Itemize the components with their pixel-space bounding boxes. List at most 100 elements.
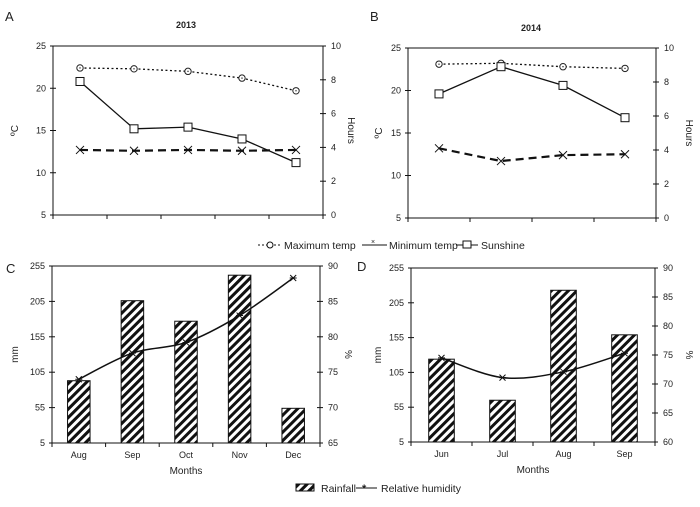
legend-top: Maximum temp × Minimum temp Sunshine [258, 239, 525, 252]
data-point [496, 156, 506, 166]
x-tick-label: Sep [616, 449, 632, 459]
y-tick-label: 155 [30, 332, 45, 342]
circle-marker-icon [266, 241, 274, 249]
bar-rainfall [428, 358, 455, 443]
y-tick-label: 25 [391, 43, 401, 53]
data-point [434, 143, 444, 153]
y2-tick-label: 70 [328, 403, 338, 413]
y-axis-label: mm [373, 347, 384, 364]
data-point [558, 150, 568, 160]
x-axis-label: Months [170, 466, 203, 477]
y-tick-label: 10 [391, 171, 401, 181]
y2-tick-label: 65 [663, 408, 673, 418]
panel-title: 2014 [521, 23, 541, 33]
series-maximum-temp [76, 64, 300, 95]
y-axis-label: ºC [10, 125, 21, 136]
y2-tick-label: 65 [328, 438, 338, 448]
panel-label: C [6, 261, 15, 276]
x-marker-icon: × [371, 239, 375, 246]
panel-b: B 2014 5 10 15 20 25 0 2 4 6 8 10 ºC Hours [370, 9, 694, 223]
y-tick-label: 55 [394, 402, 404, 412]
bar-rainfall [227, 274, 252, 444]
y2-axis-label: % [683, 351, 694, 360]
series-maximum-temp [435, 59, 629, 73]
data-point [620, 113, 630, 123]
y2-tick-label: 8 [664, 77, 669, 87]
legend-sunshine: Sunshine [481, 240, 525, 252]
y2-tick-label: 2 [664, 179, 669, 189]
bar-rainfall [489, 399, 516, 443]
data-point [558, 80, 568, 90]
y-tick-label: 5 [399, 437, 404, 447]
data-point [129, 124, 139, 134]
y2-tick-label: 85 [328, 296, 338, 306]
y-tick-label: 105 [389, 367, 404, 377]
data-point [620, 149, 630, 159]
data-point-humidity [75, 375, 83, 383]
y-tick-label: 5 [396, 213, 401, 223]
series-sunshine [75, 76, 301, 168]
hatch-swatch-icon [295, 483, 315, 492]
data-point-dot [79, 67, 81, 69]
series-line [438, 62, 626, 70]
series-minimum-temp [434, 143, 630, 166]
x-axis-label: Months [517, 465, 550, 476]
series-line [438, 147, 626, 163]
y-tick-label: 15 [36, 126, 46, 136]
y2-tick-label: 4 [664, 145, 669, 155]
x-tick-label: Jun [434, 449, 449, 459]
y2-tick-label: 8 [331, 75, 336, 85]
y-tick-label: 255 [30, 261, 45, 271]
x-tick-label: Oct [179, 450, 194, 460]
panel-label: A [5, 9, 14, 24]
y-tick-label: 205 [30, 296, 45, 306]
y-tick-label: 10 [36, 168, 46, 178]
data-point [291, 158, 301, 168]
data-point-dot [133, 68, 135, 70]
y-tick-label: 5 [41, 210, 46, 220]
y-tick-label: 20 [391, 86, 401, 96]
y-tick-label: 20 [36, 83, 46, 93]
data-point [183, 145, 193, 155]
legend-rainfall: Rainfall [321, 483, 356, 495]
series-line-humidity [441, 352, 625, 380]
square-marker-icon [462, 240, 472, 249]
y2-axis-label: Hours [683, 120, 694, 147]
panel-a: A 2013 5 10 15 20 25 0 2 4 6 8 10 ºC Hours [5, 9, 356, 220]
data-point-dot [295, 90, 297, 92]
data-point-dot [241, 77, 243, 79]
bar-rainfall [550, 289, 577, 443]
y2-tick-label: 90 [663, 263, 673, 273]
bar-rainfall [611, 334, 638, 443]
data-point [237, 134, 247, 144]
data-point-dot [562, 66, 564, 68]
panel-title: 2013 [176, 20, 196, 30]
series-sunshine [434, 62, 630, 123]
y2-tick-label: 4 [331, 142, 336, 152]
y-tick-label: 105 [30, 367, 45, 377]
y-tick-label: 155 [389, 333, 404, 343]
y2-tick-label: 80 [328, 332, 338, 342]
y-axis-label: ºC [374, 128, 385, 139]
data-point [496, 62, 506, 72]
data-point-humidity [236, 312, 244, 319]
y2-axis-label: % [342, 350, 353, 359]
data-point-humidity [182, 339, 190, 346]
y2-tick-label: 6 [331, 109, 336, 119]
y2-tick-label: 90 [328, 261, 338, 271]
panel-label: B [370, 9, 379, 24]
bar-rainfall [120, 300, 145, 444]
series-minimum-temp [75, 145, 301, 156]
y-tick-label: 25 [36, 41, 46, 51]
y2-tick-label: 10 [331, 41, 341, 51]
data-point [129, 146, 139, 156]
x-tick-label: Nov [232, 450, 249, 460]
y-tick-label: 55 [35, 403, 45, 413]
panel-label: D [357, 259, 366, 274]
x-tick-label: Sep [124, 450, 140, 460]
data-point [434, 89, 444, 99]
data-point-humidity [128, 349, 136, 357]
data-point [75, 145, 85, 155]
